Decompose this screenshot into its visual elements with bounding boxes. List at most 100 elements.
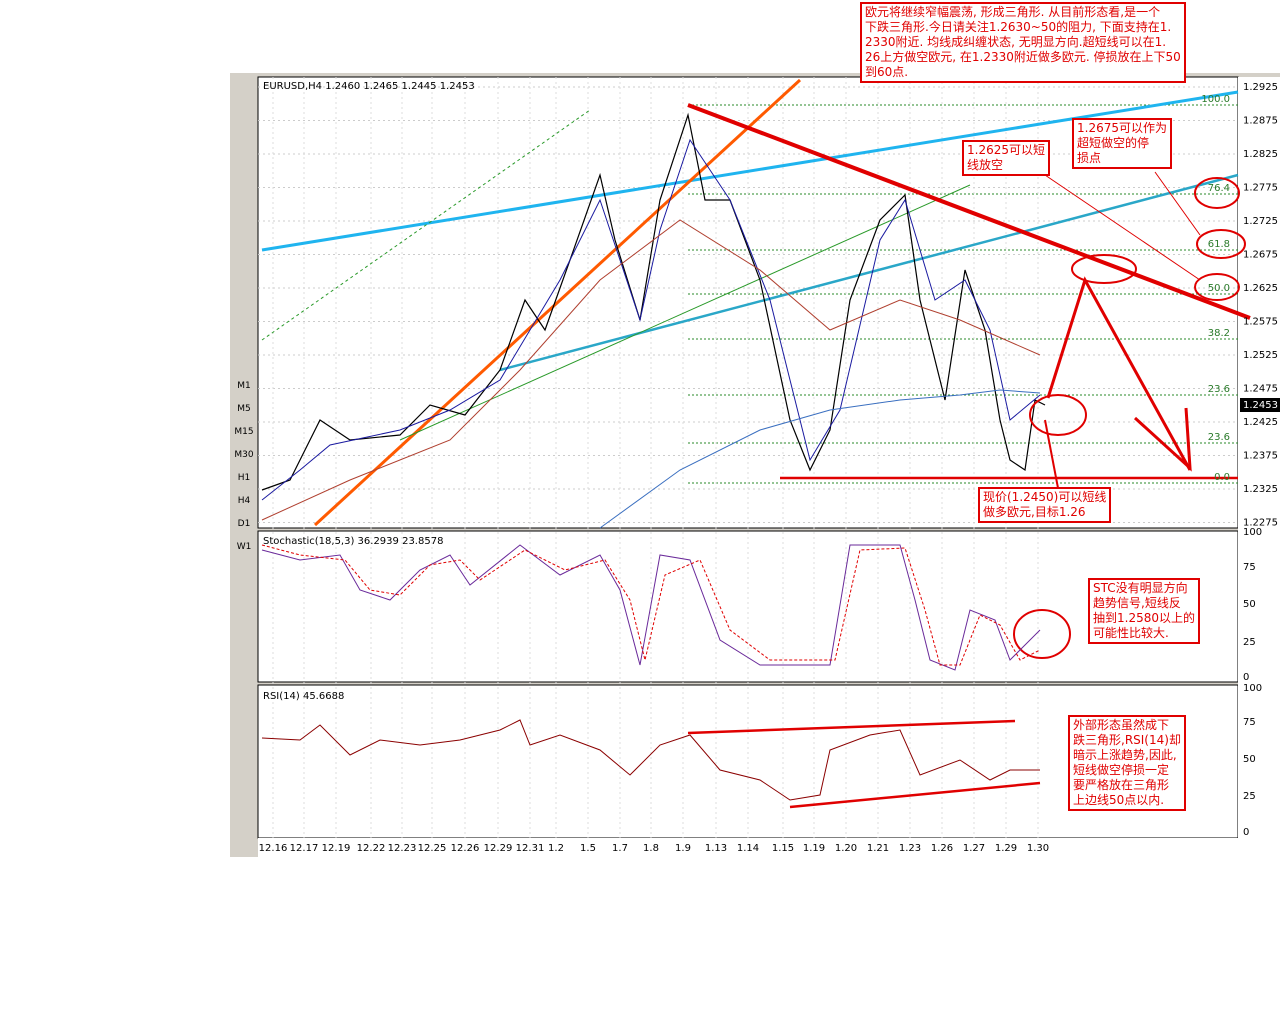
annotation-line: 2330附近. 均线成纠缠状态, 无明显方向.超短线可以在1. (865, 35, 1167, 49)
rsi-axis-label: 75 (1243, 717, 1256, 728)
price-label: 1.2325 (1243, 484, 1278, 495)
circle-mark (1194, 177, 1240, 209)
price-label: 1.2425 (1243, 417, 1278, 428)
trendline (789, 781, 1041, 809)
moving-average (261, 138, 1041, 501)
annotation: 现价(1.2450)可以短线 做多欧元,目标1.26 (978, 487, 1112, 523)
rsi-axis-label: 0 (1243, 827, 1249, 838)
annotation-line: 暗示上涨趋势,因此, (1073, 748, 1177, 762)
rsi-axis-label: 25 (1243, 791, 1256, 802)
rsi-line (261, 719, 1040, 801)
stochastic-panel (257, 530, 1239, 683)
annotation-line: 短线做空停损一定 (1073, 763, 1170, 777)
annotation-line: 上边线50点以内. (1073, 793, 1165, 807)
timeframe-button: M5 (237, 404, 251, 414)
price-label: 1.2675 (1243, 250, 1278, 261)
stochastic-axis-label: 25 (1243, 637, 1256, 648)
price-label: 1.2825 (1243, 149, 1278, 160)
arrow-head (1133, 407, 1192, 472)
price-label: 1.2625 (1243, 283, 1278, 294)
date-label: 1.2 (548, 843, 564, 854)
date-label: 12.19 (322, 843, 351, 854)
timeframe-button: M15 (234, 427, 254, 437)
annotation: 欧元将继续窄幅震荡, 形成三角形. 从目前形态看,是一个 下跌三角形.今日请关注1… (860, 2, 1186, 83)
current-price-box (1240, 398, 1280, 412)
date-label: 12.16 (259, 843, 288, 854)
annotation-line: STC没有明显方向 (1093, 581, 1188, 595)
date-label: 1.15 (772, 843, 794, 854)
date-label: 1.29 (995, 843, 1017, 854)
rsi-title: RSI(14) 45.6688 (263, 691, 344, 702)
fib-label: 0.0 (1214, 472, 1230, 483)
circle-mark (1029, 394, 1087, 436)
annotation-line: 欧元将继续窄幅震荡, 形成三角形. 从目前形态看,是一个 (865, 5, 1161, 19)
current-price: 1.2453 (1243, 400, 1278, 411)
date-label: 12.17 (290, 843, 319, 854)
date-label: 1.7 (612, 843, 628, 854)
stochastic-line (261, 544, 1041, 671)
date-label: 1.8 (643, 843, 659, 854)
timeframe-button: H1 (237, 473, 251, 483)
circle-mark (1194, 273, 1240, 301)
trendline (313, 78, 802, 527)
rsi-axis-label: 50 (1243, 754, 1256, 765)
annotation-line: 要严格放在三角形 (1073, 778, 1170, 792)
date-label: 12.22 (357, 843, 386, 854)
date-label: 1.21 (867, 843, 889, 854)
annotation: 1.2675可以作为 超短做空的停 损点 (1072, 118, 1172, 169)
annotation-line: 1.2675可以作为 (1077, 121, 1167, 135)
price-scale (1238, 77, 1280, 838)
annotation-line: 做多欧元,目标1.26 (983, 505, 1086, 519)
price-label: 1.2475 (1243, 384, 1278, 395)
circle-mark (1071, 254, 1137, 284)
trendline (399, 184, 971, 441)
trendline (261, 109, 591, 341)
trendline (499, 173, 1239, 372)
price-label: 1.2875 (1243, 116, 1278, 127)
fib-label: 61.8 (1208, 239, 1230, 250)
date-label: 12.25 (418, 843, 447, 854)
fib-label: 100.0 (1201, 94, 1230, 105)
date-label: 1.9 (675, 843, 691, 854)
annotation-line: 趋势信号,短线反 (1093, 596, 1181, 610)
annotation-line: 跌三角形,RSI(14)却 (1073, 733, 1181, 747)
price-label: 1.2775 (1243, 183, 1278, 194)
fib-label: 50.0 (1208, 283, 1230, 294)
pointer (1044, 174, 1201, 281)
annotation-line: 下跌三角形.今日请关注1.2630~50的阻力, 下面支持在1. (865, 20, 1172, 34)
circle-mark (1013, 609, 1071, 659)
stochastic-axis-label: 50 (1243, 599, 1256, 610)
time-scale (258, 838, 1280, 857)
stochastic-axis-label: 75 (1243, 562, 1256, 573)
price-label: 1.2575 (1243, 317, 1278, 328)
annotation-line: 1.2625可以短 (967, 143, 1045, 157)
arrow-path (1046, 276, 1192, 471)
stochastic-title: Stochastic(18,5,3) 36.2939 23.8578 (263, 536, 443, 547)
stochastic-axis-label: 0 (1243, 672, 1249, 683)
stochastic-axis-label: 100 (1243, 527, 1262, 538)
date-label: 1.20 (835, 843, 857, 854)
timeframe-button: H4 (237, 496, 251, 506)
date-label: 12.29 (484, 843, 513, 854)
timeframe-button: M1 (237, 381, 251, 391)
date-label: 1.19 (803, 843, 825, 854)
stochastic-signal (261, 544, 1041, 666)
timeframe-button: M30 (234, 450, 254, 460)
moving-average (261, 219, 1041, 521)
annotation-line: 超短做空的停 (1077, 136, 1150, 150)
fib-label: 76.4 (1208, 183, 1230, 194)
trendline (687, 719, 1016, 735)
price-label: 1.2525 (1243, 350, 1278, 361)
date-label: 12.26 (451, 843, 480, 854)
price-label: 1.2275 (1243, 518, 1278, 529)
annotation: STC没有明显方向 趋势信号,短线反 抽到1.2580以上的 可能性比较大. (1088, 578, 1200, 644)
annotation: 外部形态虽然成下 跌三角形,RSI(14)却 暗示上涨趋势,因此, 短线做空停损一定要… (1068, 715, 1186, 811)
timeframe-button: W1 (236, 542, 252, 552)
price-label: 1.2375 (1243, 451, 1278, 462)
symbol-header: EURUSD,H4 1.2460 1.2465 1.2445 1.2453 (263, 81, 475, 92)
date-label: 1.14 (737, 843, 759, 854)
annotation-line: 到60点. (865, 65, 909, 79)
annotation-line: 26上方做空欧元, 在1.2330附近做多欧元. 停损放在上下50 (865, 50, 1181, 64)
annotation-line: 外部形态虽然成下 (1073, 718, 1170, 732)
